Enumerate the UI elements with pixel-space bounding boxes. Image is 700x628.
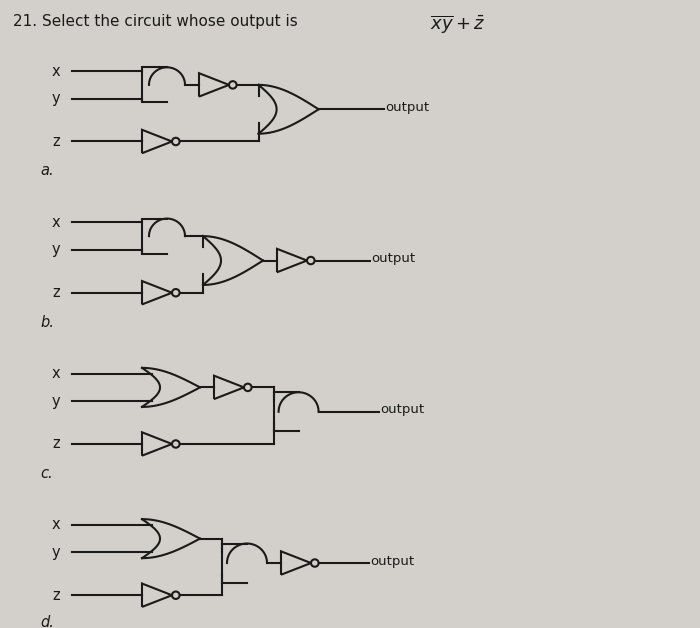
Text: y: y [52, 545, 61, 560]
Text: output: output [386, 101, 430, 114]
Text: x: x [52, 517, 61, 533]
Text: $\overline{xy} + \bar{z}$: $\overline{xy} + \bar{z}$ [430, 14, 486, 35]
Text: y: y [52, 394, 61, 409]
Text: 21. Select the circuit whose output is: 21. Select the circuit whose output is [13, 14, 298, 29]
Text: z: z [52, 588, 60, 603]
Text: z: z [52, 436, 60, 452]
Text: x: x [52, 215, 61, 230]
Text: output: output [372, 252, 416, 265]
Text: y: y [52, 242, 61, 257]
Text: c.: c. [40, 466, 52, 481]
Text: b.: b. [40, 315, 54, 330]
Text: output: output [370, 555, 414, 568]
Text: z: z [52, 285, 60, 300]
Text: z: z [52, 134, 60, 149]
Text: x: x [52, 366, 61, 381]
Text: x: x [52, 63, 61, 78]
Text: y: y [52, 91, 61, 106]
Text: d.: d. [40, 615, 54, 628]
Text: output: output [381, 403, 425, 416]
Text: a.: a. [40, 163, 54, 178]
